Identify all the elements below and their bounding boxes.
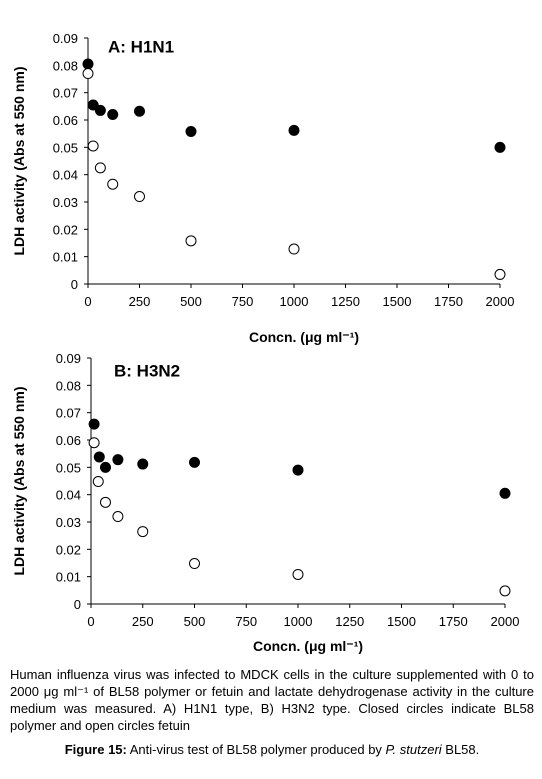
- figure-label: Figure 15:: [64, 742, 127, 757]
- x-tick-label: 1500: [387, 614, 416, 629]
- closed-circle-point: [82, 58, 94, 70]
- x-tick-label: 250: [132, 614, 154, 629]
- closed-circle-point: [107, 109, 119, 121]
- y-tick-label: 0.06: [56, 433, 81, 448]
- open-circle-point: [189, 558, 200, 570]
- y-tick-label: 0.03: [56, 515, 81, 530]
- closed-circle-point: [93, 451, 105, 463]
- open-circle-point: [88, 437, 100, 449]
- open-circle-point: [185, 235, 197, 247]
- open-circle-point: [107, 178, 119, 190]
- figure-suffix: BL58.: [441, 742, 480, 757]
- y-tick-label: 0.03: [53, 195, 78, 210]
- figure-title: Figure 15: Anti-virus test of BL58 polym…: [10, 742, 534, 757]
- y-tick-label: 0.05: [53, 140, 78, 155]
- closed-circle-point: [292, 464, 304, 476]
- x-tick-label: 2000: [491, 614, 520, 629]
- y-tick-label: 0.02: [53, 222, 78, 237]
- x-tick-label: 500: [184, 614, 206, 629]
- x-tick-label: 0: [84, 294, 91, 309]
- open-circle-point: [87, 140, 99, 152]
- x-axis-label: Concn. (μg ml⁻¹): [249, 329, 359, 345]
- open-circle-point: [137, 526, 149, 538]
- x-tick-label: 1500: [383, 294, 412, 309]
- x-tick-label: 500: [180, 294, 202, 309]
- figure-charts: 0 0.01 0.02 0.03 0.04 0.05 0.06 0.07 0.08 0.09 0 25…: [11, 31, 519, 654]
- y-tick-label: 0.08: [56, 378, 81, 393]
- y-axis-label: LDH activity (Abs at 550 nm): [11, 66, 27, 255]
- closed-circle-point: [499, 487, 511, 499]
- closed-circle-point: [494, 141, 506, 153]
- chart-a: 0 0.01 0.02 0.03 0.04 0.05 0.06 0.07 0.08 0.09 0 25…: [11, 31, 514, 345]
- y-tick-label: 0.06: [53, 113, 78, 128]
- closed-circle-point: [185, 125, 197, 137]
- y-tick-label: 0.08: [53, 58, 78, 73]
- closed-circle-point: [99, 461, 111, 473]
- x-tick-label: 750: [235, 614, 257, 629]
- closed-circle-point: [87, 99, 99, 111]
- open-circle-point: [499, 585, 511, 597]
- y-tick-label: 0.02: [56, 542, 81, 557]
- chart-title: A: H1N1: [108, 37, 174, 56]
- x-tick-label: 750: [232, 294, 254, 309]
- x-tick-label: 0: [87, 614, 94, 629]
- figure-caption: Human influenza virus was infected to MD…: [10, 667, 534, 733]
- y-tick-label: 0.09: [53, 31, 78, 46]
- chart-b: 0 0.01 0.02 0.03 0.04 0.05 0.06 0.07 0.08 0.09 0 25…: [11, 351, 519, 654]
- y-tick-label: 0: [71, 277, 78, 292]
- open-circle-point: [112, 511, 124, 523]
- y-tick-label: 0.07: [56, 406, 81, 421]
- closed-circle-point: [288, 124, 300, 136]
- closed-circle-point: [134, 105, 145, 117]
- open-circle-point: [82, 68, 94, 80]
- x-tick-label: 1750: [439, 614, 468, 629]
- closed-circle-point: [189, 456, 200, 468]
- x-tick-label: 250: [129, 294, 151, 309]
- figure-species: P. stutzeri: [385, 742, 442, 757]
- chart-title: B: H3N2: [114, 361, 180, 380]
- x-tick-label: 1000: [280, 294, 309, 309]
- x-tick-label: 1000: [284, 614, 313, 629]
- closed-circle-point: [112, 454, 124, 466]
- x-tick-label: 1250: [331, 294, 360, 309]
- closed-circle-point: [94, 104, 106, 116]
- y-tick-label: 0.05: [56, 460, 81, 475]
- y-tick-label: 0: [74, 597, 81, 612]
- y-tick-label: 0.01: [53, 250, 78, 265]
- x-tick-label: 1250: [335, 614, 364, 629]
- y-tick-label: 0.09: [56, 351, 81, 366]
- y-tick-label: 0.04: [53, 168, 78, 183]
- open-circle-point: [292, 568, 304, 580]
- x-tick-label: 1750: [434, 294, 463, 309]
- y-tick-label: 0.04: [56, 488, 81, 503]
- closed-circle-point: [137, 458, 149, 470]
- open-circle-point: [92, 476, 104, 488]
- y-tick-label: 0.01: [56, 570, 81, 585]
- y-axis-label: LDH activity (Abs at 550 nm): [11, 386, 27, 575]
- open-circle-point: [134, 191, 145, 203]
- open-circle-point: [94, 162, 106, 174]
- closed-circle-point: [88, 418, 100, 430]
- open-circle-point: [494, 268, 506, 280]
- open-circle-point: [288, 243, 300, 255]
- figure-text: Anti-virus test of BL58 polymer produced…: [126, 742, 386, 757]
- y-tick-label: 0.07: [53, 86, 78, 101]
- open-circle-point: [99, 496, 111, 508]
- x-tick-label: 2000: [486, 294, 515, 309]
- x-axis-label: Concn. (μg ml⁻¹): [253, 638, 363, 654]
